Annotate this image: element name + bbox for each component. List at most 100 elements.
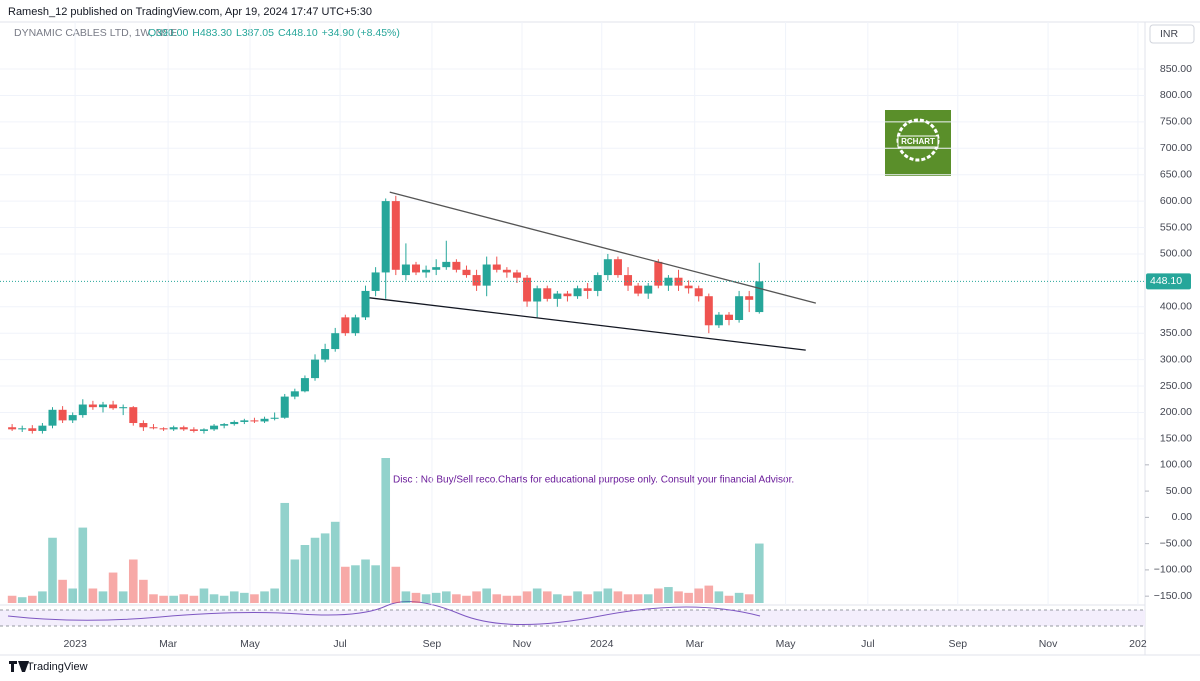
y-tick-label: 150.00 xyxy=(1160,433,1192,445)
candle-body xyxy=(58,409,67,421)
candle-body xyxy=(331,333,340,350)
candle-body xyxy=(755,281,764,313)
y-tick-label: 600.00 xyxy=(1160,195,1192,207)
candle-body xyxy=(250,420,259,422)
disclaimer: Disc : No Buy/Sell reco.Charts for educa… xyxy=(393,475,794,486)
publisher: Ramesh_12 published on TradingView.com, … xyxy=(8,6,372,18)
volume-bar xyxy=(219,595,229,603)
volume-bar xyxy=(7,595,17,603)
volume-bar xyxy=(88,588,98,603)
volume-bar xyxy=(714,591,724,603)
candle-body xyxy=(98,404,107,408)
candle-body xyxy=(109,404,118,409)
candle-body xyxy=(38,425,47,431)
x-tick-label: 2023 xyxy=(63,638,87,650)
candle-body xyxy=(48,409,57,426)
volume-bar xyxy=(209,594,219,603)
candle-body xyxy=(654,261,663,286)
volume-bar xyxy=(250,594,259,603)
candle-body xyxy=(290,391,299,397)
volume-bar xyxy=(48,537,57,603)
volume-bar xyxy=(482,588,491,603)
y-tick-label: 500.00 xyxy=(1160,248,1192,260)
candle-body xyxy=(28,428,37,431)
volume-bar xyxy=(169,595,178,603)
candle-body xyxy=(179,427,188,430)
volume-bar xyxy=(643,594,653,603)
candle-body xyxy=(583,288,592,291)
candle-body xyxy=(543,288,552,299)
x-tick-label: Mar xyxy=(159,638,178,650)
candle-body xyxy=(169,427,178,430)
x-tick-label: Nov xyxy=(1039,638,1058,650)
candle-body xyxy=(361,290,370,318)
volume-bar xyxy=(522,591,532,603)
volume-bar xyxy=(290,559,300,603)
candle-body xyxy=(189,429,198,431)
candle-body xyxy=(573,288,582,297)
y-tick-label: 800.00 xyxy=(1160,89,1192,101)
candle-body xyxy=(462,269,471,276)
volume-bar xyxy=(704,585,714,603)
candle-body xyxy=(381,201,390,273)
candle-body xyxy=(472,275,481,286)
ohlc-value: L387.05 xyxy=(236,27,274,39)
candle-body xyxy=(634,285,643,294)
volume-bar xyxy=(371,565,380,603)
candle-body xyxy=(240,420,249,422)
x-tick-label: May xyxy=(240,638,261,650)
y-tick-label: 850.00 xyxy=(1160,63,1192,75)
volume-bar xyxy=(724,595,734,603)
y-tick-label: 550.00 xyxy=(1160,221,1192,233)
candle-body xyxy=(502,269,511,273)
candle-body xyxy=(664,277,673,286)
volume-bar xyxy=(199,588,209,603)
volume-bar xyxy=(583,594,592,603)
volume-bar xyxy=(623,594,633,603)
candle-body xyxy=(411,264,420,273)
trendline xyxy=(369,297,806,351)
volume-bar xyxy=(684,592,693,603)
x-tick-label: Nov xyxy=(513,638,532,650)
candle-body xyxy=(714,314,723,326)
symbol: DYNAMIC CABLES LTD, 1W, NSE xyxy=(14,27,177,39)
candle-body xyxy=(442,261,451,268)
candle-body xyxy=(119,407,128,409)
candle-body xyxy=(593,275,602,291)
volume-bar xyxy=(654,588,663,603)
candle-body xyxy=(311,359,320,379)
x-tick-label: Sep xyxy=(423,638,442,650)
y-tick-label: 350.00 xyxy=(1160,327,1192,339)
volume-bar xyxy=(553,594,562,603)
volume-bar xyxy=(563,595,572,603)
candle-body xyxy=(492,264,501,270)
y2-tick-label: −50.00 xyxy=(1160,537,1193,549)
volume-bar xyxy=(401,591,411,603)
candle-body xyxy=(644,285,653,294)
y-tick-label: 750.00 xyxy=(1160,116,1192,128)
x-tick-label: 202 xyxy=(1129,638,1147,650)
candle-body xyxy=(452,261,461,270)
footer-logo xyxy=(9,661,29,672)
candle-body xyxy=(280,396,289,418)
volume-bar xyxy=(593,591,603,603)
candle-body xyxy=(391,201,400,270)
candle-body xyxy=(684,285,693,289)
y2-tick-label: 0.00 xyxy=(1172,511,1193,523)
volume-bar xyxy=(270,588,279,603)
volume-bar xyxy=(694,588,704,603)
volume-bar xyxy=(744,594,754,603)
ohlc-value: H483.30 xyxy=(192,27,232,39)
currency-button[interactable] xyxy=(1149,24,1195,44)
volume-bar xyxy=(179,594,189,603)
volume-bar xyxy=(128,559,138,603)
y-tick-label: 250.00 xyxy=(1160,380,1192,392)
volume-bar xyxy=(492,594,502,603)
volume-bar xyxy=(361,559,370,603)
candle-body xyxy=(432,267,441,270)
x-tick-label: 2024 xyxy=(590,638,614,650)
candle-body xyxy=(88,404,97,408)
ohlc-legend: O390.00 H483.30 L387.05 C448.10 +34.90 (+8.4… xyxy=(148,27,400,39)
volume-bar xyxy=(149,594,158,603)
